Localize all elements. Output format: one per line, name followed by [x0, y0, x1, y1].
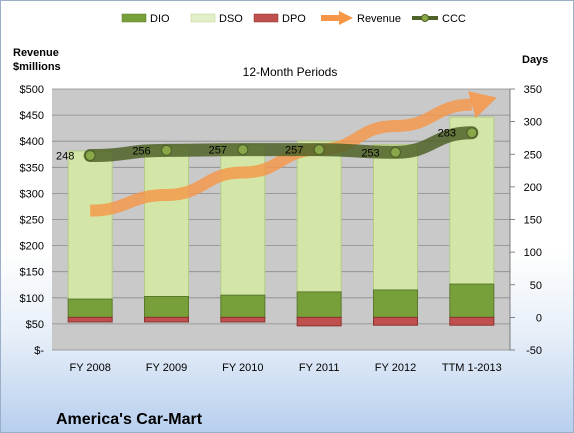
ccc-data-label: 253 — [361, 147, 379, 159]
ccc-marker — [313, 144, 325, 156]
dso-bar — [449, 116, 495, 285]
left-tick-label: $50 — [26, 319, 44, 331]
left-tick-label: $500 — [20, 84, 44, 96]
dpo-bar — [449, 316, 495, 326]
dpo-bar — [67, 316, 113, 323]
ccc-marker — [84, 149, 96, 162]
legend: DIO DSO DPO Revenue CCC — [121, 11, 466, 25]
left-tick-label: $350 — [20, 162, 44, 174]
ccc-data-label: 256 — [132, 145, 150, 157]
right-tick-label: 250 — [524, 149, 542, 161]
ccc-marker — [237, 144, 249, 156]
right-tick-label: 100 — [524, 247, 542, 259]
ccc-line — [83, 126, 479, 163]
ccc-data-label: 257 — [285, 145, 303, 157]
ccc-series: 248 256 257 257 253 283 — [56, 126, 479, 163]
left-tick-label: $450 — [20, 110, 44, 122]
legend-swatch-dio — [121, 13, 147, 23]
dpo-bar — [220, 316, 266, 323]
right-tick-label: 50 — [530, 280, 542, 292]
x-tick-label: TTM 1-2013 — [442, 362, 502, 374]
x-tick-label: FY 2009 — [146, 362, 187, 374]
left-tick-label: $400 — [20, 136, 44, 148]
dio-bar — [144, 295, 189, 318]
dio-bar — [373, 289, 418, 318]
left-tick-label: $250 — [20, 215, 44, 227]
ccc-marker — [389, 146, 402, 158]
left-tick-label: $- — [34, 345, 44, 357]
right-tick-label: -50 — [526, 345, 542, 357]
right-tick-label: 0 — [536, 312, 542, 324]
left-tick-label: $300 — [20, 188, 44, 200]
dpo-bar — [373, 316, 418, 326]
bars — [67, 116, 495, 327]
ccc-data-label: 248 — [56, 151, 74, 163]
dio-bar — [296, 291, 342, 318]
chart-title: 12-Month Periods — [243, 65, 338, 79]
x-tick-label: FY 2011 — [299, 362, 340, 374]
x-tick-label: FY 2008 — [69, 362, 110, 374]
dso-bar — [67, 150, 113, 300]
dso-bar — [144, 145, 189, 297]
left-tick-label: $150 — [20, 267, 44, 279]
right-tick-label: 200 — [524, 182, 542, 194]
x-tick-label: FY 2012 — [375, 362, 416, 374]
left-axis-ticks: $- $50 $100 $150 $200 $250 $300 $350 $400 $450 $50… — [20, 84, 45, 357]
legend-label-dpo: DPO — [282, 13, 306, 25]
right-tick-label: 350 — [524, 84, 542, 96]
right-axis-ticks: -50 0 50 100 150 200 250 300 350 — [509, 84, 542, 357]
left-tick-label: $200 — [20, 241, 44, 253]
revenue-line — [90, 98, 473, 217]
dio-bar — [220, 294, 266, 318]
company-name: America's Car-Mart — [56, 411, 203, 428]
left-axis-title-line1: Revenue — [13, 47, 59, 59]
ccc-marker — [466, 127, 478, 139]
ccc-data-label: 283 — [438, 128, 456, 140]
x-tick-label: FY 2010 — [222, 362, 263, 374]
legend-label-ccc: CCC — [442, 13, 466, 25]
x-axis-labels: FY 2008 FY 2009 FY 2010 FY 2011 FY 2012 TTM 1… — [69, 362, 501, 374]
legend-ccc-marker — [421, 14, 429, 22]
dpo-bar — [296, 316, 342, 327]
right-tick-label: 150 — [524, 215, 542, 227]
legend-label-dso: DSO — [219, 13, 243, 25]
right-tick-label: 300 — [524, 117, 542, 129]
legend-label-dio: DIO — [150, 13, 170, 25]
revenue-series — [90, 91, 497, 217]
left-axis-title-line2: $millions — [13, 61, 61, 73]
ccc-marker — [160, 144, 173, 156]
dpo-bar — [144, 316, 189, 323]
ccc-data-label: 257 — [209, 145, 227, 157]
dio-bar — [67, 298, 113, 318]
legend-label-revenue: Revenue — [357, 13, 401, 25]
revenue-arrowhead — [468, 91, 497, 119]
legend-revenue-arrowhead — [339, 11, 353, 25]
dio-bar — [449, 283, 495, 318]
legend-swatch-dso — [190, 13, 216, 23]
right-axis-title: Days — [522, 54, 548, 66]
legend-swatch-dpo — [253, 13, 279, 23]
dso-bar — [373, 143, 418, 291]
left-tick-label: $100 — [20, 293, 44, 305]
dso-bar — [296, 140, 342, 293]
